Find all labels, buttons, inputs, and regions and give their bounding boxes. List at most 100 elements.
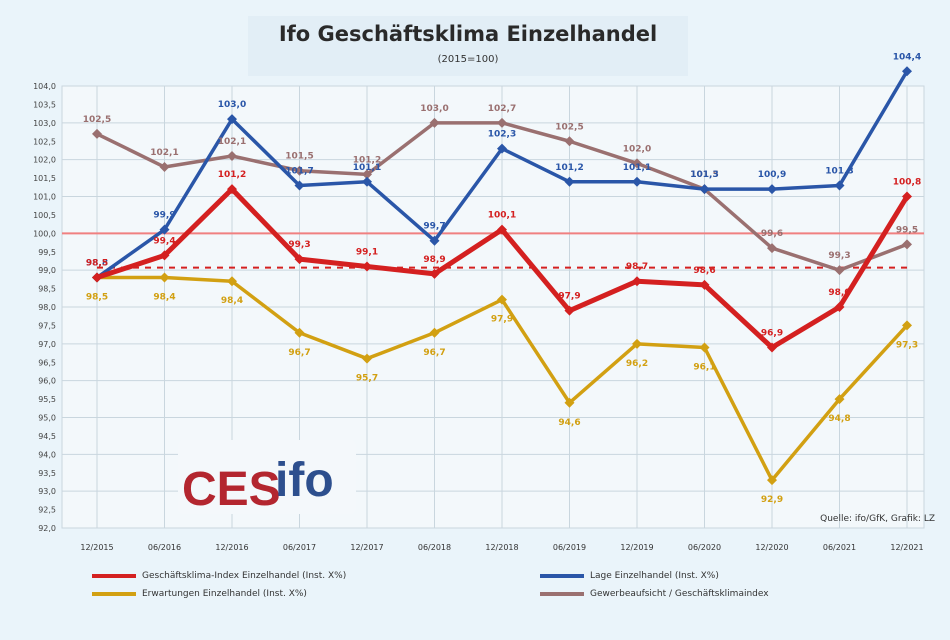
y-tick-label: 102,5 [33, 137, 56, 146]
series-point-0 [497, 224, 507, 235]
x-tick-label: 12/2016 [215, 543, 248, 552]
cesifo-logo: CES ifo [178, 440, 356, 516]
data-label-2: 98,4 [221, 296, 243, 306]
y-tick-label: 94,0 [38, 450, 56, 459]
data-label-0: 98,0 [828, 288, 850, 298]
series-point-0 [564, 305, 575, 316]
x-tick-label: 12/2020 [755, 543, 788, 552]
series-point-1 [564, 176, 575, 187]
x-tick-label: 06/2021 [823, 543, 856, 552]
series-point-3 [159, 162, 170, 173]
data-label-3: 102,7 [488, 104, 516, 114]
series-point-0 [767, 342, 777, 353]
series-point-1 [497, 143, 507, 154]
data-label-0: 99,3 [288, 240, 310, 250]
data-label-2: 98,4 [153, 293, 175, 303]
series-point-2 [699, 342, 710, 353]
series-point-0 [362, 261, 372, 272]
legend-label-1: Lage Einzelhandel (Inst. X%) [590, 571, 719, 581]
series-point-1 [294, 180, 305, 191]
data-label-3: 99,5 [896, 225, 918, 235]
logo-ifo: ifo [275, 454, 334, 507]
data-label-3: 102,1 [150, 148, 178, 158]
y-tick-label: 103,5 [33, 100, 56, 109]
series-point-0 [294, 254, 305, 265]
series-point-2 [767, 475, 777, 486]
series-point-1 [699, 184, 710, 195]
y-tick-label: 98,5 [38, 285, 56, 294]
series-point-3 [902, 239, 912, 250]
x-tick-label: 12/2015 [80, 543, 113, 552]
legend-item-0: Geschäftsklima-Index Einzelhandel (Inst.… [92, 571, 346, 581]
data-label-1: 102,3 [488, 130, 516, 140]
y-tick-label: 95,0 [38, 414, 56, 423]
y-tick-label: 92,5 [38, 506, 56, 515]
data-label-2: 96,7 [423, 348, 445, 358]
data-label-1: 101,3 [690, 170, 718, 180]
data-label-3: 102,5 [555, 122, 583, 132]
data-label-0: 99,4 [153, 236, 175, 246]
data-label-1: 101,2 [555, 163, 583, 173]
y-tick-label: 103,0 [33, 119, 56, 128]
source-note: Quelle: ifo/GfK, Grafik: LZ [820, 514, 935, 524]
series-point-2 [294, 327, 305, 338]
series-point-0 [429, 268, 440, 279]
data-label-3: 102,1 [218, 137, 246, 147]
legend-item-2: Erwartungen Einzelhandel (Inst. X%) [92, 589, 307, 599]
series-point-2 [497, 294, 507, 305]
chart-subtitle: (2015=100) [437, 54, 499, 65]
series-point-1 [902, 66, 912, 77]
series-point-1 [159, 224, 170, 235]
data-label-0: 99,1 [356, 247, 378, 257]
x-tick-label: 12/2019 [620, 543, 653, 552]
data-label-3: 101,5 [690, 170, 718, 180]
data-label-2: 94,6 [558, 418, 580, 428]
y-tick-label: 104,0 [33, 82, 56, 91]
y-tick-label: 96,0 [38, 377, 56, 386]
data-label-0: 97,9 [558, 292, 580, 302]
data-label-0: 98,5 [86, 259, 108, 269]
series-point-1 [429, 235, 440, 246]
y-tick-label: 98,0 [38, 303, 56, 312]
title-box: Ifo Geschäftsklima Einzelhandel (2015=10… [248, 16, 688, 76]
series-point-2 [902, 320, 912, 331]
series-point-0 [227, 184, 237, 195]
data-label-2: 94,8 [828, 414, 850, 424]
y-tick-label: 99,5 [38, 248, 56, 257]
series-point-2 [632, 338, 642, 349]
data-label-0: 96,9 [761, 329, 783, 339]
series-point-3 [92, 128, 102, 139]
y-tick-label: 99,0 [38, 266, 56, 275]
data-label-2: 96,7 [288, 348, 310, 358]
series-point-3 [564, 136, 575, 147]
data-label-2: 97,9 [491, 315, 513, 325]
series-point-1 [227, 114, 237, 125]
x-tick-label: 06/2018 [418, 543, 451, 552]
x-tick-label: 12/2017 [350, 543, 383, 552]
y-tick-label: 97,0 [38, 340, 56, 349]
data-label-1: 103,0 [218, 100, 246, 110]
x-tick-label: 12/2018 [485, 543, 518, 552]
data-label-3: 102,5 [83, 115, 111, 125]
data-label-3: 99,3 [828, 251, 850, 261]
data-label-2: 97,3 [896, 340, 918, 350]
series-point-0 [902, 191, 912, 202]
y-tick-label: 94,5 [38, 432, 56, 441]
series-point-2 [227, 276, 237, 287]
series-point-3 [497, 117, 507, 128]
series-point-0 [834, 302, 845, 312]
legend-swatch-0 [92, 574, 136, 578]
data-label-3: 102,0 [623, 144, 651, 154]
y-tick-label: 102,0 [33, 156, 56, 165]
y-tick-label: 101,0 [33, 193, 56, 202]
series-point-0 [92, 272, 102, 283]
series-point-0 [632, 276, 642, 287]
x-tick-label: 06/2020 [688, 543, 721, 552]
data-label-1: 101,3 [825, 166, 853, 176]
series-point-2 [159, 272, 170, 283]
logo-ces: CES [182, 463, 281, 516]
y-tick-label: 93,5 [38, 469, 56, 478]
series-point-0 [159, 250, 170, 261]
